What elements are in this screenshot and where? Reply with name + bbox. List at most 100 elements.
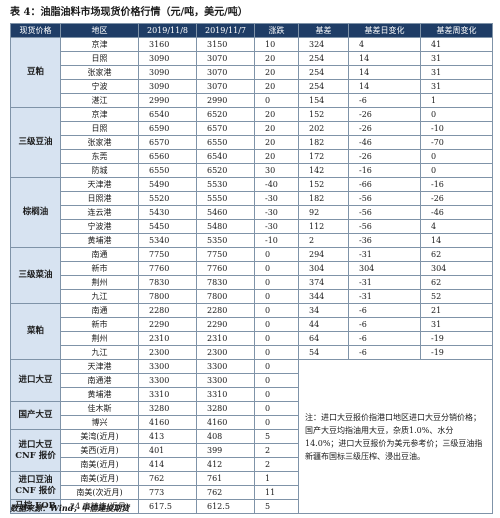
region-cell: 黄埔港 bbox=[60, 387, 139, 402]
category-cell: 棕榈油 bbox=[10, 177, 61, 248]
price-cell: 2300 bbox=[196, 345, 255, 360]
region-cell: 南通 bbox=[60, 303, 139, 318]
price-cell: 5340 bbox=[138, 233, 197, 248]
change-cell: -30 bbox=[254, 219, 299, 234]
change-cell: 5 bbox=[254, 429, 299, 444]
basis-weekly-change-cell: 31 bbox=[420, 79, 493, 94]
basis-daily-change-cell: -56 bbox=[348, 219, 421, 234]
price-cell: 3310 bbox=[138, 387, 197, 402]
basis-daily-change-cell: -36 bbox=[348, 233, 421, 248]
price-cell: 762 bbox=[196, 485, 255, 500]
basis-weekly-change-cell: -26 bbox=[420, 191, 493, 206]
region-cell: 九江 bbox=[60, 345, 139, 360]
region-cell: 日照 bbox=[60, 121, 139, 136]
table-row: 湛江 2990 2990 0 154 -6 1 bbox=[11, 93, 493, 108]
change-cell: -30 bbox=[254, 205, 299, 220]
region-cell: 南美(次近月) bbox=[60, 485, 139, 500]
change-cell: -10 bbox=[254, 233, 299, 248]
region-cell: 天津港 bbox=[60, 177, 139, 192]
table-row: 黄埔港 5340 5350 -10 2 -36 14 bbox=[11, 233, 493, 248]
change-cell: 20 bbox=[254, 107, 299, 122]
change-cell: 0 bbox=[254, 373, 299, 388]
region-cell: 京津 bbox=[60, 107, 139, 122]
basis-daily-change-cell: -6 bbox=[348, 345, 421, 360]
price-cell: 401 bbox=[138, 443, 197, 458]
col-header: 基差 bbox=[298, 23, 349, 38]
basis-cell: 172 bbox=[298, 149, 349, 164]
change-cell: 20 bbox=[254, 135, 299, 150]
basis-weekly-change-cell: 52 bbox=[420, 289, 493, 304]
price-cell: 5480 bbox=[196, 219, 255, 234]
basis-weekly-change-cell: 1 bbox=[420, 93, 493, 108]
price-cell: 2290 bbox=[138, 317, 197, 332]
basis-weekly-change-cell: 4 bbox=[420, 219, 493, 234]
col-header: 涨跌 bbox=[254, 23, 299, 38]
category-cell: 豆粕 bbox=[10, 37, 61, 108]
price-cell: 7830 bbox=[196, 275, 255, 290]
col-header: 2019/11/8 bbox=[138, 23, 197, 38]
price-cell: 6540 bbox=[138, 107, 197, 122]
region-cell: 南美(近月) bbox=[60, 457, 139, 472]
change-cell: 0 bbox=[254, 415, 299, 430]
table-row: 博兴 4160 4160 0 bbox=[11, 415, 493, 430]
region-cell: 荆州 bbox=[60, 331, 139, 346]
category-cell: 菜粕 bbox=[10, 303, 61, 360]
table-row: 东莞 6560 6540 20 172 -26 0 bbox=[11, 149, 493, 164]
region-cell: 日照港 bbox=[60, 191, 139, 206]
table-row: 宁波港 5450 5480 -30 112 -56 4 bbox=[11, 219, 493, 234]
basis-daily-change-cell: -66 bbox=[348, 177, 421, 192]
basis-daily-change-cell: -46 bbox=[348, 135, 421, 150]
basis-weekly-change-cell: -19 bbox=[420, 345, 493, 360]
change-cell: 0 bbox=[254, 289, 299, 304]
price-cell: 773 bbox=[138, 485, 197, 500]
table-row: 马棕 FOB 24 度精炼(近月) 617.5 612.5 5 bbox=[10, 499, 493, 514]
table-row: 荆州 2310 2310 0 64 -6 -19 bbox=[11, 331, 493, 346]
table-row: 棕榈油 天津港 5490 5530 -40 152 -66 -16 bbox=[10, 177, 493, 248]
basis-weekly-change-cell: -70 bbox=[420, 135, 493, 150]
price-cell: 6590 bbox=[138, 121, 197, 136]
region-cell: 天津港 bbox=[60, 359, 139, 374]
region-cell: 连云港 bbox=[60, 205, 139, 220]
price-cell: 2280 bbox=[196, 303, 255, 318]
change-cell: -30 bbox=[254, 191, 299, 206]
price-cell: 7830 bbox=[138, 275, 197, 290]
region-cell: 东莞 bbox=[60, 149, 139, 164]
category-cell: 进口大豆 bbox=[10, 359, 61, 402]
table-body: 豆粕 京津 3160 3150 10 324 4 41 日照 3090 3070 20 254 14 31 张… bbox=[10, 37, 493, 514]
region-cell: 美湾(近月) bbox=[60, 429, 139, 444]
table-row: 日照 6590 6570 20 202 -26 -10 bbox=[11, 121, 493, 136]
price-cell: 3070 bbox=[196, 65, 255, 80]
price-cell: 2990 bbox=[196, 93, 255, 108]
change-cell: 0 bbox=[254, 317, 299, 332]
basis-daily-change-cell: 14 bbox=[348, 65, 421, 80]
basis-cell: 152 bbox=[298, 177, 349, 192]
table-row: 南通港 3300 3300 0 bbox=[11, 373, 493, 388]
basis-cell: 324 bbox=[298, 37, 349, 52]
change-cell: 10 bbox=[254, 37, 299, 52]
table-row: 日照 3090 3070 20 254 14 31 bbox=[11, 51, 493, 66]
basis-weekly-change-cell: 31 bbox=[420, 65, 493, 80]
price-cell: 5430 bbox=[138, 205, 197, 220]
basis-daily-change-cell: -16 bbox=[348, 163, 421, 178]
change-cell: 0 bbox=[254, 303, 299, 318]
basis-daily-change-cell: -26 bbox=[348, 149, 421, 164]
change-cell: 0 bbox=[254, 331, 299, 346]
price-cell: 2990 bbox=[138, 93, 197, 108]
change-cell: 0 bbox=[254, 345, 299, 360]
basis-daily-change-cell: -56 bbox=[348, 191, 421, 206]
basis-weekly-change-cell: -10 bbox=[420, 121, 493, 136]
basis-weekly-change-cell: 0 bbox=[420, 163, 493, 178]
price-cell: 5550 bbox=[196, 191, 255, 206]
basis-cell: 202 bbox=[298, 121, 349, 136]
region-cell: 美西(近月) bbox=[60, 443, 139, 458]
basis-weekly-change-cell: 62 bbox=[420, 247, 493, 262]
table-row: 新市 2290 2290 0 44 -6 31 bbox=[11, 317, 493, 332]
table-row: 三级豆油 京津 6540 6520 20 152 -26 0 bbox=[10, 107, 493, 178]
price-cell: 4160 bbox=[138, 415, 197, 430]
change-cell: 11 bbox=[254, 485, 299, 500]
table-row: 美西(近月) 401 399 2 bbox=[11, 443, 493, 458]
region-cell: 博兴 bbox=[60, 415, 139, 430]
price-cell: 6570 bbox=[196, 121, 255, 136]
basis-cell: 294 bbox=[298, 247, 349, 262]
basis-cell: 154 bbox=[298, 93, 349, 108]
